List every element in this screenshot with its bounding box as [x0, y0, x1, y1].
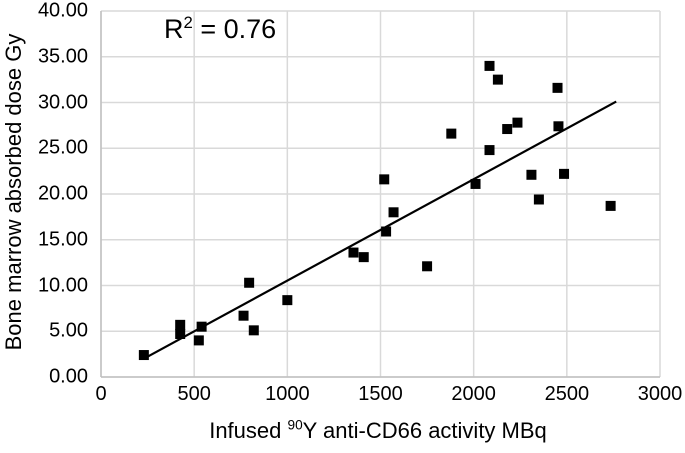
x-tick-label: 3000 [637, 383, 683, 405]
data-point [248, 325, 259, 336]
y-axis-title-text: Bone marrow absorbed dose Gy [1, 33, 26, 351]
data-point [379, 174, 390, 185]
x-axis-title-suffix: Y anti-CD66 activity MBq [302, 418, 547, 443]
data-point [193, 335, 204, 346]
y-tick-label: 35.00 [37, 45, 88, 68]
data-point [484, 60, 495, 71]
x-tick-label: 1000 [265, 383, 310, 405]
y-tick-label: 30.00 [37, 91, 88, 113]
data-point [605, 200, 616, 211]
data-point [358, 252, 369, 263]
y-tick-label: 10.00 [37, 274, 88, 296]
data-point [244, 277, 255, 288]
data-point [533, 194, 544, 205]
x-tick-label: 500 [177, 383, 211, 405]
y-tick-label: 40.00 [37, 0, 88, 22]
data-point [138, 350, 149, 361]
r-squared-annotation: R2 = 0.76 [164, 13, 277, 45]
y-tick-label: 20.00 [37, 182, 88, 205]
x-tick-label: 2500 [544, 383, 590, 405]
x-tick-label: 1500 [358, 383, 403, 405]
y-tick-label: 5.00 [49, 319, 88, 342]
data-point [175, 328, 186, 339]
r-squared-superscript: 2 [183, 13, 193, 32]
data-point [484, 145, 495, 156]
data-point [512, 117, 523, 128]
data-point [381, 226, 392, 237]
data-point [196, 321, 207, 332]
isotope-superscript: 90 [287, 417, 303, 433]
x-tick-label: 2000 [451, 383, 496, 405]
trend-line [143, 100, 617, 360]
x-tick-label: 0 [95, 383, 107, 405]
data-point [422, 261, 433, 272]
data-point [470, 178, 481, 189]
data-point [175, 319, 186, 330]
y-tick-label: 15.00 [37, 228, 88, 251]
r-squared-value: = 0.76 [192, 14, 277, 44]
data-point [502, 124, 513, 135]
data-point [526, 169, 537, 180]
data-point [446, 128, 457, 139]
y-tick-label: 0.00 [49, 365, 88, 388]
data-point [238, 310, 249, 321]
r-squared-prefix: R [164, 14, 184, 44]
data-point [282, 295, 293, 306]
y-axis-title: Bone marrow absorbed dose Gy [1, 34, 27, 351]
data-point [552, 82, 563, 93]
y-tick-label: 25.00 [37, 136, 88, 159]
data-point [348, 247, 359, 258]
data-point [492, 74, 503, 85]
data-point [388, 207, 399, 218]
data-point [559, 168, 570, 179]
x-axis-title: Infused 90Y anti-CD66 activity MBq [209, 418, 547, 444]
x-axis-title-prefix: Infused [209, 418, 288, 443]
data-point [553, 121, 564, 132]
